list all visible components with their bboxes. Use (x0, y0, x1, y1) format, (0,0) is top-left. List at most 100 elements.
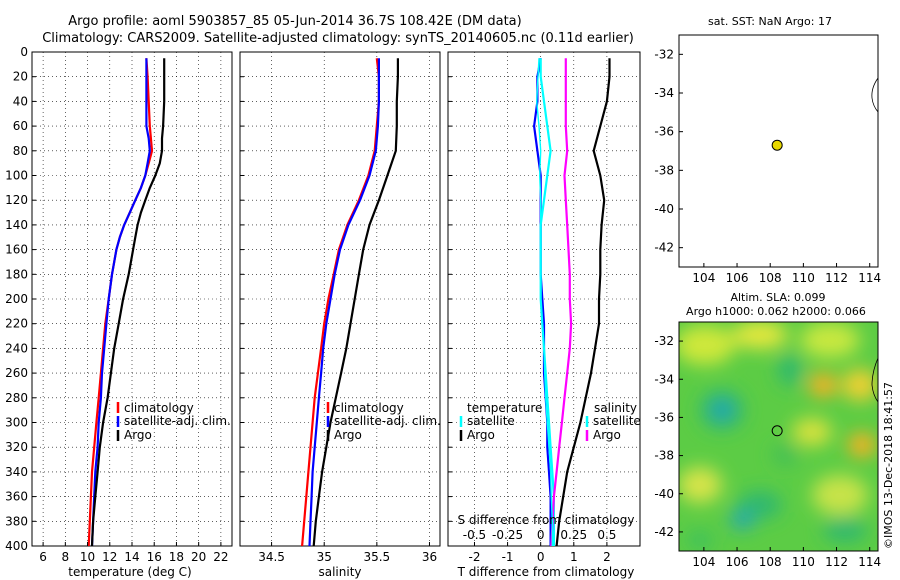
x-tick-label: 18 (169, 550, 184, 564)
legend-s-argo-label: Argo (593, 428, 621, 442)
difference-panel: -2 -1 0 1 2 -0.5 -0.25 0 0.25 0.5 T difference f… (447, 51, 641, 579)
y-tick-label: -38 (654, 163, 674, 177)
salinity-xlabel: salinity (318, 565, 361, 579)
y-tick-label: -32 (654, 334, 674, 348)
salinity-x-ticks: 34.5 35 35.5 36 (258, 542, 437, 564)
temperature-legend: climatology satellite-adj. clim. Argo (116, 401, 231, 442)
x2-tick-label: -0.25 (492, 528, 523, 542)
series-s-clim-diff-line (550, 58, 573, 547)
difference-x2-ticks: -0.5 -0.25 0 0.25 0.5 (463, 528, 617, 542)
legend-argo-label: Argo (334, 428, 362, 442)
watermark: ©IMOS 13-Dec-2018 18:41:57 (882, 382, 895, 549)
x-tick-label: 6 (39, 550, 47, 564)
title-line-1: Argo profile: aoml 5903857_85 05-Jun-201… (68, 14, 521, 29)
x-tick-label: 35 (317, 550, 332, 564)
y-tick-label: 60 (13, 119, 28, 133)
y-tick-label: 360 (5, 490, 28, 504)
y-tick-label: -36 (654, 410, 674, 424)
sla-title-1: Altim. SLA: 0.099 (730, 291, 825, 304)
y-tick-label: 80 (13, 144, 28, 158)
x-tick-label: 114 (858, 271, 881, 285)
y-tick-label: 280 (5, 391, 28, 405)
x-tick-label: 112 (825, 271, 848, 285)
y-tick-label: 120 (5, 193, 28, 207)
y-tick-label: -34 (654, 86, 674, 100)
sla-heatmap (679, 322, 878, 551)
y-tick-label: -36 (654, 125, 674, 139)
temperature-lines (87, 58, 166, 547)
x-tick-label: 108 (759, 271, 782, 285)
x-tick-label: 106 (726, 555, 749, 569)
y-tick-label: 300 (5, 416, 28, 430)
y-tick-label: 180 (5, 267, 28, 281)
x-tick-label: 8 (62, 550, 70, 564)
y-tick-label: 40 (13, 94, 28, 108)
y-tick-label: 400 (5, 539, 28, 553)
y-tick-label: -42 (654, 525, 674, 539)
y-tick-label: -32 (654, 47, 674, 61)
sst-x-ticks: 104 106 108 110 112 114 (692, 263, 881, 285)
y-tick-label: 0 (20, 45, 28, 59)
legend-temperature-title: temperature (467, 401, 542, 415)
x-tick-label: 35.5 (363, 550, 390, 564)
x2-tick-label: -0.5 (463, 528, 486, 542)
legend-satellite-label: satellite-adj. clim. (124, 414, 231, 428)
series-satellite-line (90, 58, 151, 547)
x-tick-label: 36 (422, 550, 437, 564)
sla-map-box (678, 321, 879, 552)
legend-s-satellite-label: satellite (593, 414, 641, 428)
salinity-grid (240, 51, 440, 547)
series-t-satellite-line (532, 58, 552, 546)
x-tick-label: 2 (603, 550, 611, 564)
x-tick-label: -1 (502, 550, 514, 564)
x2-tick-label: 0.25 (560, 528, 587, 542)
series-argo-line (312, 58, 399, 547)
sst-map-panel: sat. SST: NaN Argo: 17 104 106 108 110 112 11… (654, 15, 881, 285)
y-tick-label: -38 (654, 449, 674, 463)
x-tick-label: 110 (792, 555, 815, 569)
sla-map-panel: Altim. SLA: 0.099 Argo h1000: 0.062 h200… (654, 291, 881, 569)
argo-position-marker (771, 139, 783, 151)
sla-y-ticks: -32 -34 -36 -38 -40 -42 (654, 334, 683, 539)
y-tick-label: -40 (654, 202, 674, 216)
sla-title-2: Argo h1000: 0.062 h2000: 0.066 (686, 305, 866, 318)
sla-x-ticks: 104 106 108 110 112 114 (692, 547, 881, 569)
legend-t-satellite-label: satellite (467, 414, 515, 428)
y-tick-label: 340 (5, 465, 28, 479)
y-tick-label: 200 (5, 292, 28, 306)
y-tick-label: -42 (654, 241, 674, 255)
legend-climatology-label: climatology (334, 401, 404, 415)
series-argo-line (90, 58, 166, 547)
difference-grid (448, 51, 640, 547)
x-tick-label: 16 (147, 550, 162, 564)
x-tick-label: 1 (570, 550, 578, 564)
x-tick-label: 20 (191, 550, 206, 564)
coastline (871, 77, 879, 113)
y-tick-label: 220 (5, 317, 28, 331)
series-s-argo-diff-line (555, 58, 611, 547)
temperature-grid (32, 51, 232, 547)
x-tick-label: -2 (468, 550, 480, 564)
y-tick-label: 160 (5, 243, 28, 257)
salinity-lines (301, 58, 399, 547)
temperature-x-ticks: 6 8 10 12 14 16 18 20 22 (39, 542, 229, 564)
x-tick-label: 14 (124, 550, 139, 564)
y-tick-label: 100 (5, 169, 28, 183)
y-tick-label: 260 (5, 366, 28, 380)
legend-argo-label: Argo (124, 428, 152, 442)
sst-map-box (678, 34, 879, 268)
salinity-legend: climatology satellite-adj. clim. Argo (326, 401, 441, 442)
depth-y-ticks: 0 20 40 60 80 100 120 140 160 180 200 220 240 260 280 3… (5, 45, 28, 553)
series-t-argo-diff-line (536, 58, 553, 546)
title-line-2: Climatology: CARS2009. Satellite-adjuste… (42, 31, 634, 46)
difference-lines (532, 58, 611, 547)
y-tick-label: -40 (654, 487, 674, 501)
argo-position-marker (771, 425, 783, 437)
x-tick-label: 12 (102, 550, 117, 564)
legend-climatology-label: climatology (124, 401, 194, 415)
coastline (871, 357, 879, 403)
x-tick-label: 112 (825, 555, 848, 569)
x-tick-label: 0 (537, 550, 545, 564)
x-tick-label: 108 (759, 555, 782, 569)
series-satellite-line (308, 58, 380, 547)
